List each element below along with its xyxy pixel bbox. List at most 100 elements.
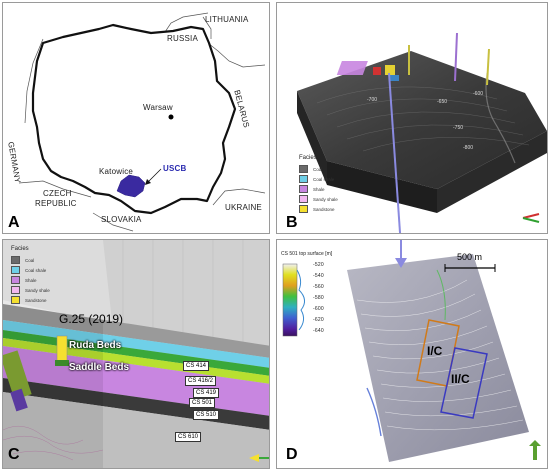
- border-germany: [24, 38, 44, 124]
- label-warsaw: Warsaw: [143, 103, 173, 112]
- colorbar-tick-4: -580: [313, 295, 324, 301]
- north-arrow-icon: [529, 440, 541, 460]
- b-legend-coal-shale: Coal shale: [299, 175, 334, 183]
- panel-c-cross-section: Facies Coal Coal shale Shale Sandy shale…: [2, 239, 270, 469]
- border-czech: [18, 180, 92, 198]
- label-lithuania: LITHUANIA: [205, 15, 249, 24]
- panel-letter-b: B: [286, 214, 298, 231]
- stratum-base: [3, 392, 269, 468]
- stratum-blue: [3, 320, 269, 368]
- uscb-arrow: [146, 168, 162, 184]
- b-legend-title: Facies: [299, 155, 317, 161]
- b-legend-swatch-sandstone: [299, 205, 308, 213]
- cs-label-610: CS 610: [175, 432, 202, 442]
- contour-label-2: -750: [453, 125, 463, 131]
- contour-label-1: -800: [463, 145, 473, 151]
- uscb-basin: [116, 174, 146, 198]
- surface-map: [282, 240, 541, 462]
- b-legend-shale: Shale: [299, 185, 325, 193]
- cs-label-510: CS 510: [193, 410, 220, 420]
- facies-blob: [336, 61, 399, 81]
- well-3: [486, 48, 490, 86]
- cs-label-419: CS 419: [193, 388, 220, 398]
- terrain-contours: [316, 86, 530, 152]
- c-legend-swatch-sandy-shale: [11, 286, 20, 294]
- poland-map: [18, 12, 266, 232]
- terrain-ridge: [485, 72, 516, 164]
- b-legend-sandstone: Sandstone: [299, 205, 335, 213]
- axis-triad-icon-c: [249, 454, 269, 462]
- c-legend-sandstone: Sandstone: [11, 296, 47, 304]
- poland-outline: [31, 23, 237, 215]
- scale-label: 500 m: [457, 252, 483, 262]
- label-russia: RUSSIA: [167, 34, 198, 43]
- cs-label-414: CS 414: [183, 361, 210, 371]
- b-legend-sandy-shale: Sandy shale: [299, 195, 338, 203]
- c-legend-title: Facies: [11, 246, 29, 252]
- terrain-side-left: [327, 161, 437, 213]
- cross-section-3d: [3, 240, 269, 468]
- cs-label-501: CS 501: [189, 398, 216, 408]
- panel-b-3d-model: -800 -750 -700 -650 -600 Facies Coal Coa…: [276, 2, 548, 234]
- label-republic: REPUBLIC: [35, 199, 77, 208]
- colorbar-tick-7: -640: [313, 328, 324, 334]
- box-iic-label: II/C: [451, 372, 470, 386]
- colorbar-tick-1: -520: [313, 262, 324, 268]
- c-legend-sandy-shale: Sandy shale: [11, 286, 50, 294]
- border-lithuania-russia: [162, 12, 209, 36]
- contour-label-5: -600: [473, 91, 483, 97]
- map-area: [347, 254, 529, 462]
- contour-label-4: -650: [437, 99, 447, 105]
- contour-label-3: -700: [367, 97, 377, 103]
- panel-d-surface-map: CS 501 top surface [m] -520 -540 -560 -5…: [276, 239, 548, 469]
- stratum-grey-top: [3, 304, 269, 358]
- label-czech: CZECH: [43, 189, 72, 198]
- b-legend-coal: Coal: [299, 165, 322, 173]
- colorbar-tick-2: -540: [313, 273, 324, 279]
- c-legend-swatch-coal: [11, 256, 20, 264]
- label-slovakia: SLOVAKIA: [101, 215, 142, 224]
- b-legend-swatch-shale: [299, 185, 308, 193]
- colorbar-tick-6: -620: [313, 317, 324, 323]
- border-ukraine: [212, 188, 266, 206]
- well-g25: [56, 335, 68, 365]
- border-belarus: [207, 42, 266, 68]
- well-2: [454, 32, 458, 82]
- ruda-beds-label: Ruda Beds: [69, 340, 122, 351]
- c-legend-swatch-sandstone: [11, 296, 20, 304]
- label-katowice: Katowice: [99, 167, 134, 176]
- axis-triad-icon: [522, 213, 540, 223]
- b-legend-swatch-coal: [299, 165, 308, 173]
- panel-a-map: LITHUANIA RUSSIA BELARUS GERMANY Warsaw …: [2, 2, 270, 234]
- colorbar-tick-5: -600: [313, 306, 324, 312]
- warsaw-marker: [168, 114, 174, 120]
- c-legend-swatch-shale: [11, 276, 20, 284]
- stratum-lime: [3, 338, 269, 384]
- cs-label-416-2: CS 416/2: [185, 376, 217, 386]
- link-line: [388, 72, 402, 233]
- cross-section-texture: [3, 425, 104, 461]
- panel-letter-d: D: [286, 446, 298, 463]
- c-legend-coal: Coal: [11, 256, 34, 264]
- box-ic-label: I/C: [427, 344, 443, 358]
- terrain-top: [297, 51, 547, 189]
- c-legend-shale: Shale: [11, 276, 37, 284]
- c-legend-coal-shale: Coal shale: [11, 266, 46, 274]
- well-label: G.25 (2019): [59, 312, 124, 326]
- label-ukraine: UKRAINE: [225, 203, 262, 212]
- saddle-beds-label: Saddle Beds: [69, 362, 130, 373]
- colorbar-tick-3: -560: [313, 284, 324, 290]
- b-legend-swatch-sandy-shale: [299, 195, 308, 203]
- terrain-side-right: [437, 131, 547, 213]
- border-slovakia: [92, 212, 134, 232]
- panel-letter-a: A: [8, 214, 20, 231]
- box-iic: [440, 347, 488, 419]
- border-russia-lithuania: [202, 16, 212, 39]
- panel-letter-c: C: [8, 446, 20, 463]
- link-arrowhead: [395, 258, 407, 268]
- colorbar: [282, 263, 298, 337]
- colorbar-title: CS 501 top surface [m]: [281, 251, 333, 257]
- c-legend-swatch-coal-shale: [11, 266, 20, 274]
- b-legend-swatch-coal-shale: [299, 175, 308, 183]
- terrain-3d: -800 -750 -700 -650 -600: [297, 32, 547, 233]
